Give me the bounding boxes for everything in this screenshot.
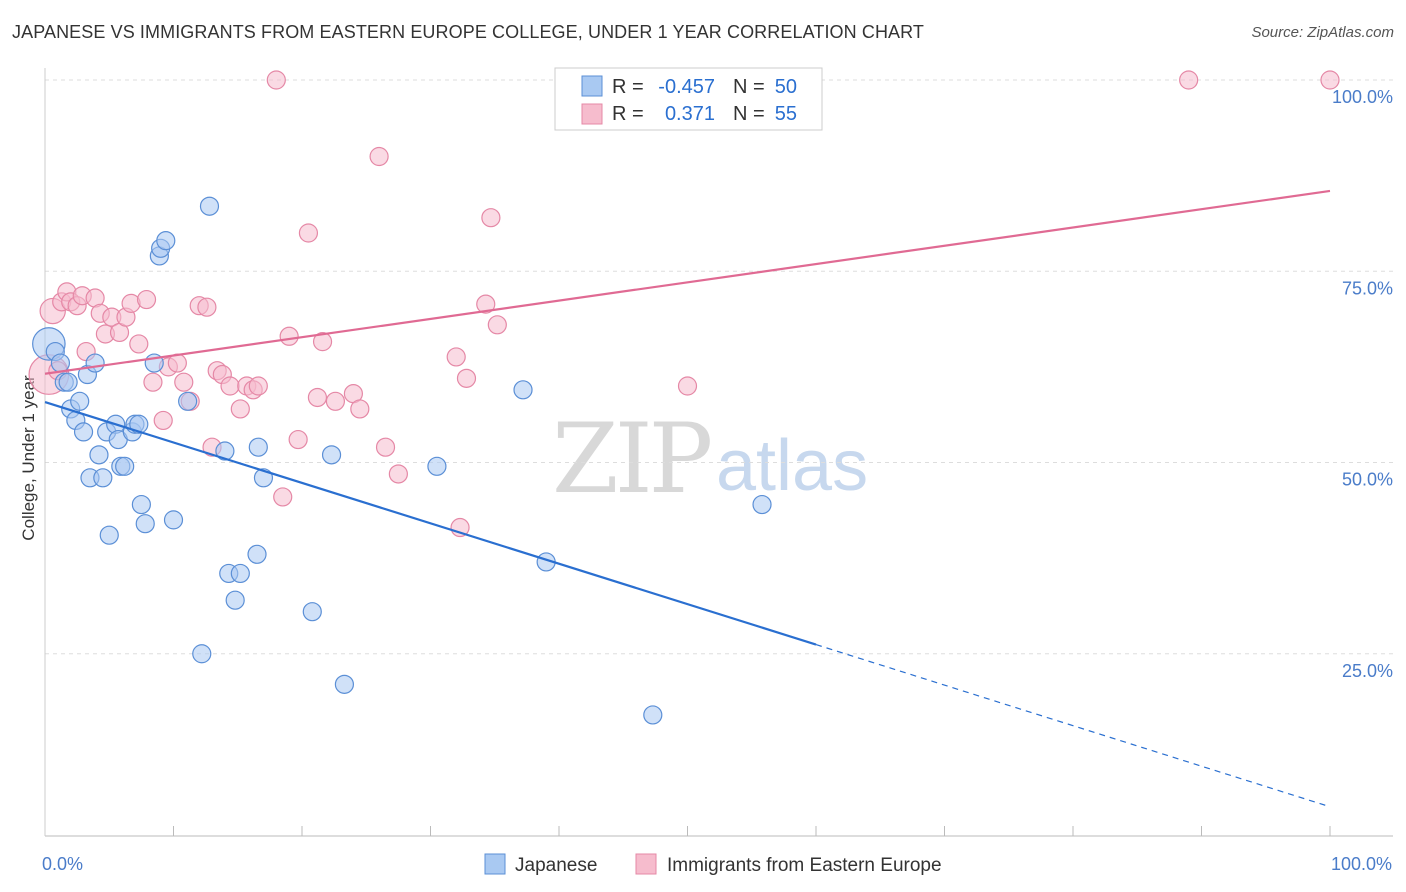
japanese-point-2 — [50, 353, 71, 373]
eastern-europe-point-43 — [350, 399, 370, 419]
legend-n-value-eastern-europe: 55 — [775, 103, 797, 125]
y-tick-label-100: 100.0% — [1332, 87, 1393, 107]
legend-n-label-eastern-europe: N = — [733, 103, 765, 125]
eastern-europe-point-25 — [197, 297, 217, 317]
eastern-europe-point-54 — [1179, 70, 1199, 90]
japanese-point-15 — [99, 525, 119, 545]
bottom-legend: Japanese Immigrants from Eastern Europe — [484, 853, 942, 876]
eastern-europe-point-33 — [248, 376, 268, 396]
japanese-point-32 — [199, 196, 220, 216]
eastern-europe-point-49 — [456, 368, 477, 388]
eastern-europe-point-19 — [153, 410, 173, 431]
x-tick-label-min: 0.0% — [42, 854, 83, 874]
japanese-point-41 — [321, 445, 342, 465]
bottom-legend-swatch-japanese — [484, 853, 506, 875]
eastern-europe-point-47 — [446, 347, 466, 367]
legend-n-label-japanese: N = — [733, 76, 765, 98]
y-tick-labels: 25.0% 50.0% 75.0% 100.0% — [1332, 87, 1393, 681]
y-tick-label-50: 50.0% — [1342, 470, 1393, 490]
eastern-europe-point-37 — [288, 429, 308, 450]
japanese-point-19 — [115, 456, 135, 476]
y-tick-label-75: 75.0% — [1342, 278, 1393, 298]
legend-n-value-japanese: 50 — [775, 76, 797, 98]
japanese-point-28 — [156, 231, 176, 251]
eastern-europe-point-41 — [325, 391, 346, 411]
japanese-point-36 — [230, 563, 250, 584]
japanese-point-35 — [225, 590, 245, 610]
eastern-europe-point-40 — [312, 332, 333, 352]
trend-lines — [44, 189, 1331, 808]
japanese-point-4 — [58, 372, 78, 392]
legend-swatch-eastern-europe — [581, 103, 603, 125]
eastern-europe-point-16 — [129, 334, 149, 354]
y-axis-title: College, Under 1 year — [19, 375, 38, 541]
japanese-point-43 — [427, 456, 447, 476]
bottom-legend-label-japanese: Japanese — [515, 855, 597, 876]
chart-source: Source: ZipAtlas.com — [1251, 24, 1394, 41]
eastern-europe-point-34 — [266, 70, 286, 90]
watermark-atlas: atlas — [716, 426, 868, 506]
eastern-europe-point-22 — [174, 372, 194, 392]
eastern-europe-point-50 — [476, 294, 496, 314]
japanese-point-31 — [192, 644, 212, 664]
watermark-zip: ZIP — [552, 403, 711, 515]
chart-title: JAPANESE VS IMMIGRANTS FROM EASTERN EURO… — [12, 22, 925, 42]
x-ticks — [173, 826, 1331, 836]
japanese-point-22 — [129, 414, 149, 434]
japanese-point-44 — [513, 380, 533, 400]
japanese-point-7 — [70, 391, 90, 411]
eastern-europe-point-36 — [279, 326, 299, 346]
eastern-europe-point-30 — [230, 399, 250, 419]
x-axis — [44, 68, 1393, 837]
eastern-europe-point-18 — [143, 372, 163, 392]
eastern-europe-point-45 — [375, 437, 396, 457]
eastern-europe-point-39 — [307, 387, 328, 408]
japanese-point-24 — [135, 514, 155, 534]
japanese-point-46 — [643, 705, 663, 725]
eastern-europe-point-51 — [481, 208, 501, 228]
legend-r-value-eastern-europe: 0.371 — [665, 103, 715, 125]
japanese-point-47 — [752, 494, 772, 515]
legend-r-label-japanese: R = — [612, 76, 644, 98]
eastern-europe-point-53 — [677, 376, 698, 396]
legend-swatch-japanese — [581, 75, 603, 97]
japanese-point-11 — [85, 353, 105, 373]
japanese-point-30 — [178, 391, 198, 411]
bottom-legend-label-eastern-europe: Immigrants from Eastern Europe — [667, 855, 942, 876]
eastern-europe-trend-line — [44, 189, 1331, 375]
eastern-europe-point-44 — [369, 146, 389, 167]
japanese-point-37 — [247, 544, 267, 564]
eastern-europe-point-46 — [388, 464, 408, 484]
eastern-europe-point-55 — [1320, 70, 1340, 90]
japanese-point-12 — [89, 445, 109, 465]
japanese-point-33 — [215, 441, 235, 461]
eastern-europe-point-17 — [136, 289, 157, 310]
watermark: ZIP atlas — [552, 403, 868, 515]
series-eastern-europe-points — [28, 70, 1340, 538]
legend-r-label-eastern-europe: R = — [612, 103, 644, 125]
x-tick-label-max: 100.0% — [1331, 854, 1392, 874]
japanese-trend-line-extension — [815, 643, 1331, 808]
legend-box: R = -0.457 N = 50 R = 0.371 N = 55 — [554, 67, 823, 131]
eastern-europe-point-52 — [487, 315, 507, 335]
japanese-point-40 — [302, 602, 322, 622]
y-tick-label-25: 25.0% — [1342, 661, 1393, 681]
japanese-point-23 — [131, 494, 151, 515]
japanese-point-38 — [248, 437, 268, 457]
eastern-europe-point-29 — [220, 376, 240, 396]
eastern-europe-point-35 — [273, 487, 293, 507]
legend-r-value-japanese: -0.457 — [658, 76, 715, 98]
japanese-trend-line — [44, 401, 817, 646]
japanese-point-13 — [93, 468, 113, 488]
bottom-legend-swatch-eastern-europe — [635, 853, 657, 875]
japanese-point-29 — [163, 510, 184, 530]
japanese-point-42 — [334, 674, 355, 694]
eastern-europe-point-38 — [298, 223, 319, 243]
japanese-point-8 — [73, 422, 94, 442]
